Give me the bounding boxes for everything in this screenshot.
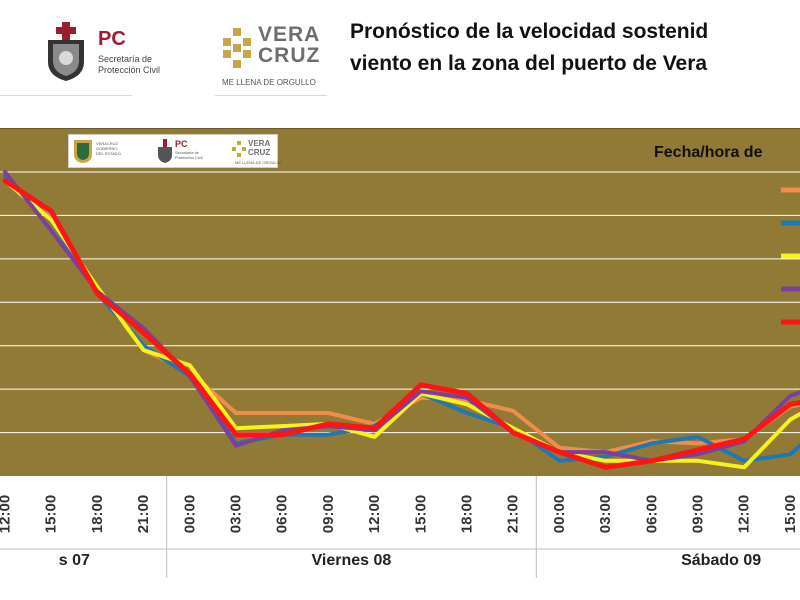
x-tick-label: 18:00 (459, 495, 476, 533)
chart-title-line1: Pronóstico de la velocidad sostenid (350, 20, 709, 43)
header-divider-left (0, 95, 132, 96)
x-axis-area (0, 476, 800, 600)
inner-pc-text: PC (175, 139, 188, 149)
legend-title: Fecha/hora de (654, 144, 763, 161)
x-tick-label: 21:00 (505, 495, 522, 533)
veracruz-logo-word: VERA CRUZ (258, 24, 320, 66)
series-line (3, 178, 800, 470)
grid-lines (0, 171, 800, 434)
chart-title: Pronóstico de la velocidad sostenid vien… (350, 16, 800, 80)
day-group-label: Viernes 08 (311, 552, 392, 569)
veracruz-logo-word-line2: CRUZ (258, 44, 321, 67)
pc-logo-text: PC (98, 28, 126, 50)
x-tick-label: 18:00 (89, 495, 106, 533)
x-axis: 12:00 15:00 18:00 21:00 00:00 03:00 06:00 09:00… (0, 476, 800, 578)
x-tick-label: 09:00 (690, 495, 707, 533)
veracruz-logo-word-line1: VERA (258, 23, 321, 46)
inner-pc-subtitle: Secretaría de Protección Civil (175, 150, 203, 160)
shield-icon (48, 22, 84, 81)
x-tick-label: 12:00 (736, 495, 753, 533)
inner-pc-sub1: Secretaría de (175, 150, 200, 155)
header-banner: PC Secretaría de Protección Civil VERA C… (0, 0, 800, 128)
x-tick-label: 00:00 (551, 495, 568, 533)
series-line (3, 174, 800, 463)
inner-vera-line1: VERA (248, 139, 271, 148)
series-line (2, 178, 800, 470)
x-tick-label: 15:00 (43, 495, 60, 533)
x-tick-label: 06:00 (274, 495, 291, 533)
header-divider-mid (215, 95, 327, 96)
legend (781, 187, 800, 325)
x-tick-label: 12:00 (0, 495, 14, 533)
proteccion-civil-logo: PC Secretaría de Protección Civil (44, 22, 174, 84)
x-tick-label: 12:00 (366, 495, 383, 533)
inner-vera-line2: CRUZ (248, 148, 271, 157)
x-tick-label: 15:00 (782, 495, 799, 533)
inner-logo-strip: VERACRUZ GOBIERNO DEL ESTADO PC Secretar… (68, 134, 282, 168)
pc-logo-subtitle-line2: Protección Civil (98, 65, 161, 75)
x-tick-label: 21:00 (135, 495, 152, 533)
veracruz-logo-tagline: ME LLENA DE ORGULLO (222, 78, 316, 87)
inner-pc-sub2: Protección Civil (175, 155, 203, 160)
x-tick-label: 15:00 (412, 495, 429, 533)
day-group-label: Sábado 09 (681, 552, 762, 569)
x-tick-label: 03:00 (597, 495, 614, 533)
pc-logo-subtitle-line1: Secretaría de (98, 54, 153, 64)
chart-title-line2: viento en la zona del puerto de Vera (350, 52, 708, 75)
veracruz-knot-icon (232, 141, 246, 157)
veracruz-logo: VERA CRUZ ME LLENA DE ORGULLO (220, 24, 330, 94)
pc-logo-subtitle: Secretaría de Protección Civil (98, 54, 188, 76)
x-tick-label: 06:00 (643, 495, 660, 533)
series-lines (2, 170, 800, 470)
x-tick-label: 09:00 (320, 495, 337, 533)
veracruz-seal-icon (74, 140, 92, 163)
x-tick-label: 03:00 (228, 495, 245, 533)
veracruz-knot-icon (223, 28, 251, 68)
inner-vera-tag: ME LLENA DE ORGULLO (235, 160, 282, 165)
inner-vera-word: VERA CRUZ (248, 139, 270, 157)
inner-gob-line3: DEL ESTADO (96, 151, 121, 156)
inner-gob-logo-text: VERACRUZ GOBIERNO DEL ESTADO (96, 141, 121, 156)
day-group-label: s 07 (58, 552, 90, 569)
x-tick-label: 00:00 (181, 495, 198, 533)
shield-icon (158, 139, 172, 163)
inner-gob-line1: VERACRUZ (96, 141, 119, 146)
inner-gob-line2: GOBIERNO (96, 146, 118, 151)
